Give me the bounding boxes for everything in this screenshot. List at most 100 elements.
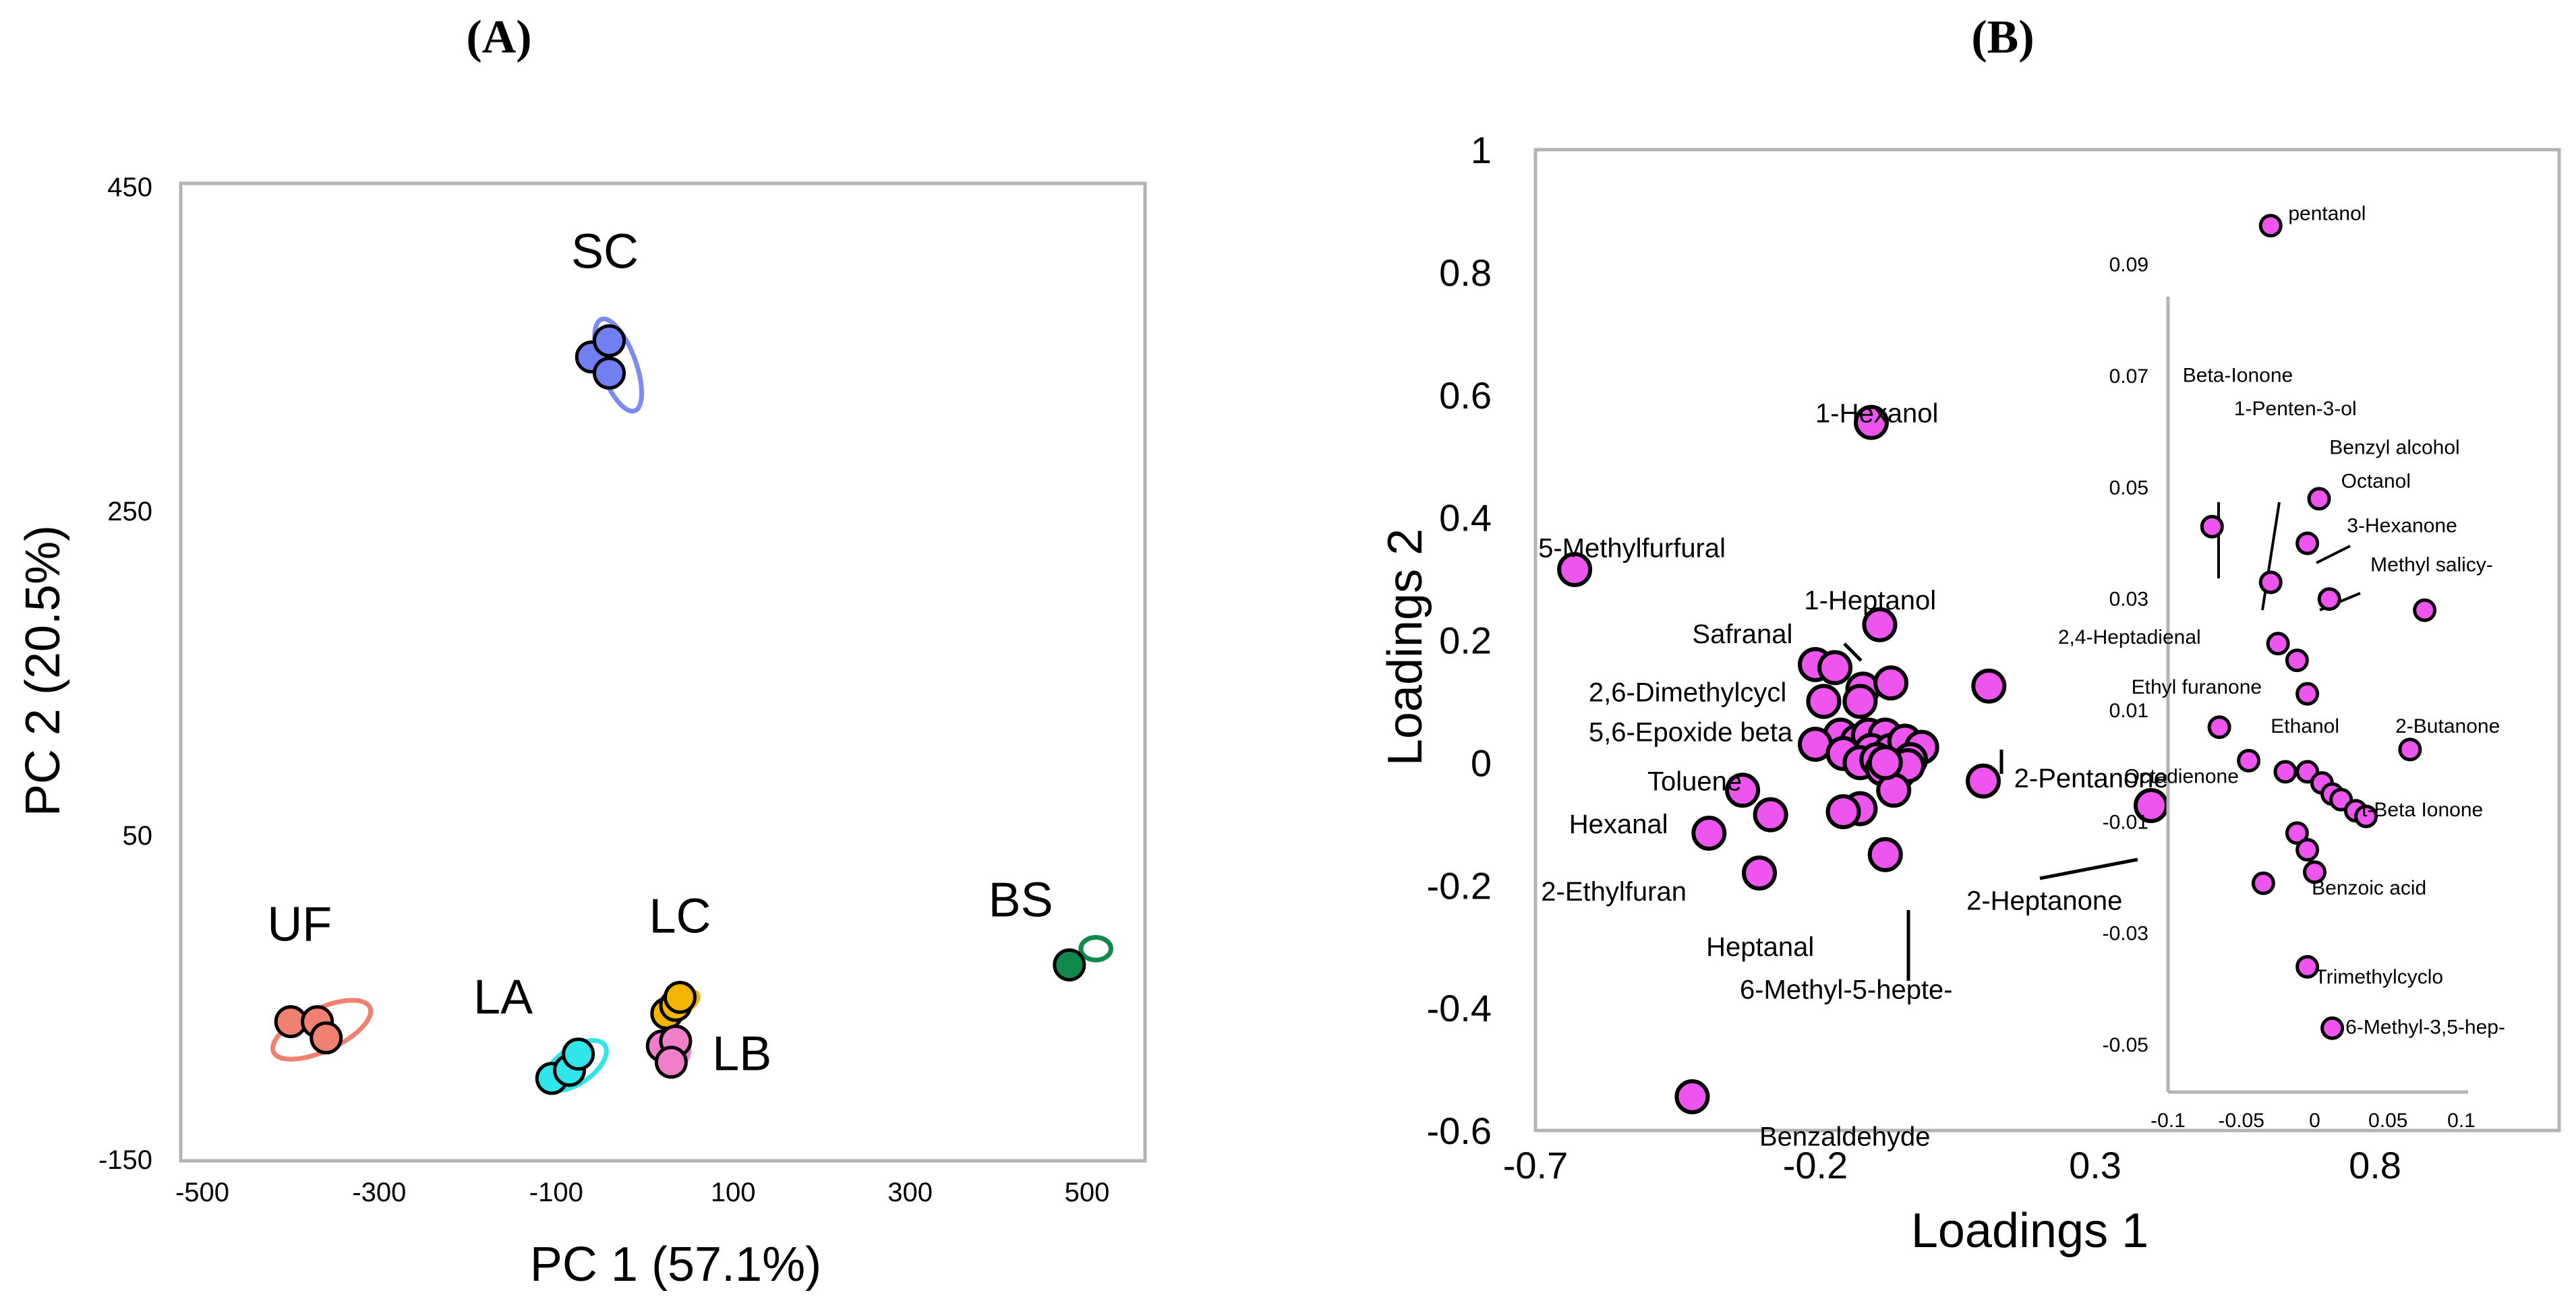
inset-point [2295, 682, 2320, 706]
group-label-lc: LC [649, 889, 711, 943]
loading-label-6-methyl-5-hepte: 6-Methyl-5-hepte- [1740, 975, 1953, 1004]
inset-point [2251, 871, 2275, 895]
inset-point [2295, 955, 2320, 979]
panel-a: (A) -500 -300 -100 100 300 500 -150 50 250 450 SC… [16, 11, 1147, 1292]
inset-point [2354, 804, 2378, 828]
loading-point [1742, 855, 1777, 891]
panel-a-group-labels: SC UF LA LC LB BS [267, 224, 1053, 1081]
inset-x-tick-label: -0.05 [2219, 1110, 2264, 1132]
inset-point [2317, 587, 2341, 611]
leader-line-2-heptanone [2039, 857, 2138, 880]
panel-b-x-tick-label: 0.8 [2349, 1144, 2401, 1186]
inset-point [2413, 598, 2437, 622]
inset-x-tick-label: 0 [2309, 1110, 2320, 1132]
inset-label-octanol: Octanol [2341, 470, 2411, 492]
panel-a-y-tick-label: 50 [123, 821, 153, 851]
group-point-uf [310, 1021, 343, 1055]
loading-point [1753, 797, 1788, 833]
inset-x-tick-label: -0.1 [2150, 1110, 2186, 1132]
group-label-la: LA [473, 971, 533, 1025]
panel-a-x-tick-label: 100 [711, 1178, 756, 1207]
panel-b-x-axis-title: Loadings 1 [1911, 1204, 2148, 1258]
panel-a-ellipses [270, 316, 1113, 1093]
loading-label-toluene: Toluene [1647, 766, 1742, 796]
inset-label-ethanol: Ethanol [2271, 715, 2339, 737]
panel-a-plot-area [179, 181, 1147, 1163]
inset-label-methyl-salicy: Methyl salicy- [2370, 553, 2493, 576]
loading-label-hexanal: Hexanal [1569, 810, 1668, 839]
panel-a-x-tick-label: -500 [175, 1178, 229, 1207]
loading-point [1966, 763, 2001, 799]
inset-y-tick-label: 0.03 [2109, 588, 2148, 611]
panel-b-y-tick-label: 1 [1471, 129, 1492, 171]
inset-x-tick-label: 0.05 [2368, 1110, 2407, 1132]
loading-point [1854, 404, 1889, 440]
group-label-sc: SC [571, 224, 639, 278]
inset-y-tick-label: 0.07 [2109, 365, 2148, 388]
inset-point [2295, 838, 2320, 862]
inset-point [2258, 214, 2283, 238]
panel-b-label: (B) [1971, 11, 2034, 63]
inset-y-tick-label: -0.05 [2103, 1034, 2148, 1056]
inset-label-ethyl-furanone: Ethyl furanone [2132, 676, 2262, 698]
panel-b-y-tick-label: 0.4 [1439, 497, 1492, 539]
group-point-la [562, 1037, 595, 1071]
group-label-uf: UF [267, 897, 332, 951]
inset-point [2320, 1016, 2345, 1040]
inset-y-tick-label: 0.05 [2109, 477, 2148, 499]
loading-point [1674, 1079, 1710, 1114]
loading-point [1557, 551, 1593, 587]
panel-a-label: (A) [466, 11, 531, 63]
panel-a-points [274, 324, 1086, 1095]
loading-point [1862, 607, 1898, 642]
inset-label-3-hexanone: 3-Hexanone [2347, 514, 2457, 537]
leader-line-safranal [1843, 642, 1863, 662]
inset-point [2285, 648, 2309, 673]
panel-b-point-labels: 1-Hexanol 5-Methylfurfural 1-Heptanol Safra… [1538, 399, 2169, 1152]
inset-point-labels: pentanol Beta-Ionone 1-Penten-3-ol Benzyl a… [2058, 203, 2505, 1039]
inset-point [2295, 531, 2320, 555]
panel-a-x-tick-label: -300 [352, 1178, 406, 1207]
panel-b-x-tick-label: -0.7 [1503, 1144, 1569, 1186]
panel-b-y-tick-label: -0.2 [1427, 864, 1492, 907]
panel-b-y-tick-label: 0.6 [1439, 374, 1492, 417]
loading-point [1971, 668, 2007, 704]
inset-point [2266, 632, 2290, 656]
loading-point [1867, 745, 1903, 781]
inset-label-pentanol: pentanol [2288, 203, 2366, 225]
loading-label-heptanal: Heptanal [1706, 932, 1814, 962]
loading-label-benzaldehyde: Benzaldehyde [1759, 1122, 1931, 1152]
loading-point [1873, 665, 1909, 701]
group-point-sc [593, 324, 626, 357]
leader-line-octanol [2316, 545, 2351, 564]
inset-point [2237, 748, 2261, 773]
loading-label-5-methylfurfural: 5-Methylfurfural [1538, 534, 1726, 564]
inset-points [2200, 214, 2437, 1040]
inset-label-benzoic-acid: Benzoic acid [2312, 877, 2426, 899]
inset-point [2207, 715, 2231, 739]
loading-label-2-6-dimethylcycl: 2,6-Dimethylcycl [1589, 677, 1786, 707]
panel-b-ticks: -0.7 -0.2 0.3 0.8 1 0.8 0.6 0.4 0.2 0 -0.2 -0.4 -0.6 [1427, 129, 2401, 1186]
inset-point [2398, 737, 2422, 762]
panel-a-y-tick-label: -150 [98, 1145, 152, 1175]
loading-label-1-hexanol: 1-Hexanol [1815, 399, 1938, 429]
loading-label-1-heptanol: 1-Heptanol [1804, 586, 1936, 615]
inset-label-2-4-heptadienal: 2,4-Heptadienal [2058, 626, 2201, 648]
group-point-lb [654, 1046, 688, 1079]
loading-point [1842, 684, 1878, 719]
inset-point [2273, 760, 2297, 784]
group-ellipse-bs [1078, 935, 1113, 963]
panel-b-y-tick-label: 0 [1471, 742, 1492, 784]
inset-label-t-beta-ionone: t-Beta Ionone [2362, 799, 2483, 821]
group-label-bs: BS [989, 873, 1053, 927]
group-point-sc [593, 357, 626, 390]
inset-label-beta-ionone: Beta-Ionone [2183, 364, 2293, 386]
inset-point [2303, 860, 2326, 884]
panel-a-x-axis-title: PC 1 (57.1%) [530, 1238, 821, 1292]
inset-label-6-methyl-3-5-hep: 6-Methyl-3,5-hep- [2345, 1016, 2505, 1038]
loading-point [1817, 650, 1853, 686]
loading-label-safranal: Safranal [1692, 620, 1792, 649]
panel-a-x-tick-label: 300 [887, 1178, 933, 1207]
panel-b-inset: -0.1 -0.05 0 0.05 0.1 0.09 0.07 0.05 0.03 0.01 -0.… [2058, 203, 2505, 1132]
inset-label-1-penten-3-ol: 1-Penten-3-ol [2234, 398, 2357, 420]
